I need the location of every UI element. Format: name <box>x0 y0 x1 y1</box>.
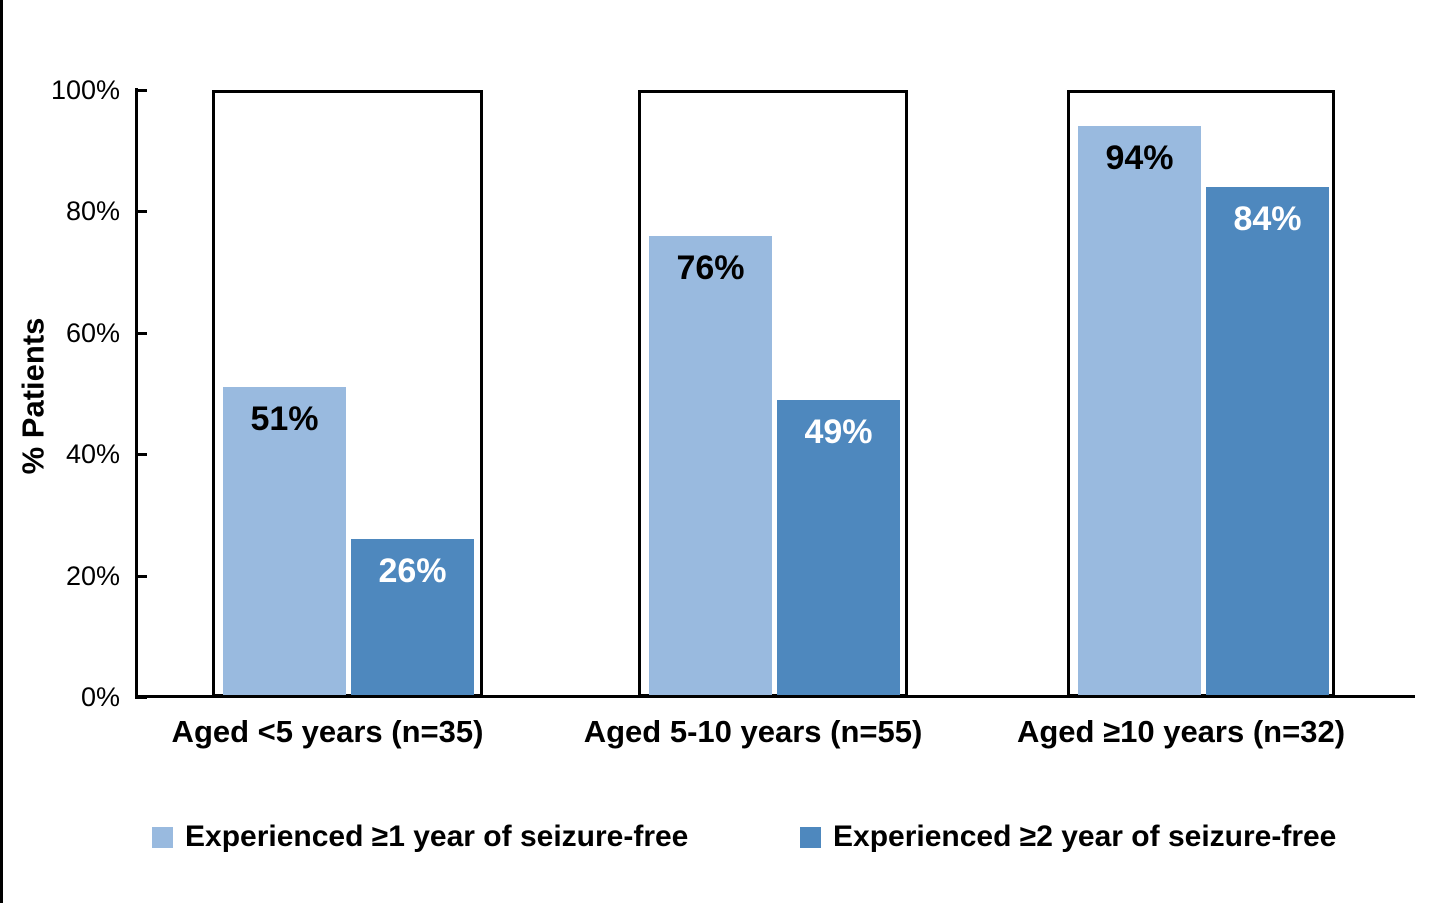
legend-item-1: Experienced ≥1 year of seizure-free <box>152 820 688 854</box>
y-tick-mark-100 <box>135 89 147 92</box>
y-tick-label-0: 0% <box>80 682 120 712</box>
x-category-label-1: Aged <5 years (n=35) <box>171 714 484 749</box>
bar-series2-group2 <box>777 400 900 697</box>
bar-series1-group3 <box>1078 126 1201 697</box>
bar-series2-group1 <box>351 539 474 697</box>
bar-value-label-series2-group3: 84% <box>1233 200 1302 238</box>
x-category-label-3: Aged ≥10 years (n=32) <box>1016 714 1346 749</box>
legend-marker-icon-2 <box>800 826 821 848</box>
y-tick-mark-40 <box>135 453 147 457</box>
bar-series1-group2 <box>649 236 772 697</box>
y-axis-line <box>135 88 138 698</box>
figure-left-border <box>0 0 3 903</box>
legend-item-2: Experienced ≥2 year of seizure-free <box>800 820 1336 854</box>
bar-series1-group1 <box>223 387 346 697</box>
y-tick-label-80: 80% <box>65 196 120 227</box>
y-tick-label-20: 20% <box>65 560 120 591</box>
legend-label-1: Experienced ≥1 year of seizure-free <box>185 820 689 853</box>
bar-value-label-series1-group1: 51% <box>250 400 319 438</box>
x-category-label-2: Aged 5-10 years (n=55) <box>583 714 923 749</box>
bar-value-label-series1-group3: 94% <box>1105 139 1174 177</box>
legend-label-2: Experienced ≥2 year of seizure-free <box>833 820 1337 853</box>
x-axis-line <box>135 695 1415 698</box>
bar-value-label-series2-group1: 26% <box>378 552 447 590</box>
y-tick-label-60: 60% <box>65 317 120 348</box>
bar-value-label-series1-group2: 76% <box>676 249 745 287</box>
y-tick-mark-60 <box>135 331 147 335</box>
y-tick-mark-20 <box>135 574 147 578</box>
y-tick-label-100: 100% <box>50 75 120 105</box>
y-tick-label-40: 40% <box>65 439 120 470</box>
bar-series2-group3 <box>1206 187 1329 697</box>
bar-value-label-series2-group2: 49% <box>804 413 873 451</box>
y-tick-mark-80 <box>135 210 147 214</box>
legend-marker-icon-1 <box>152 826 173 848</box>
